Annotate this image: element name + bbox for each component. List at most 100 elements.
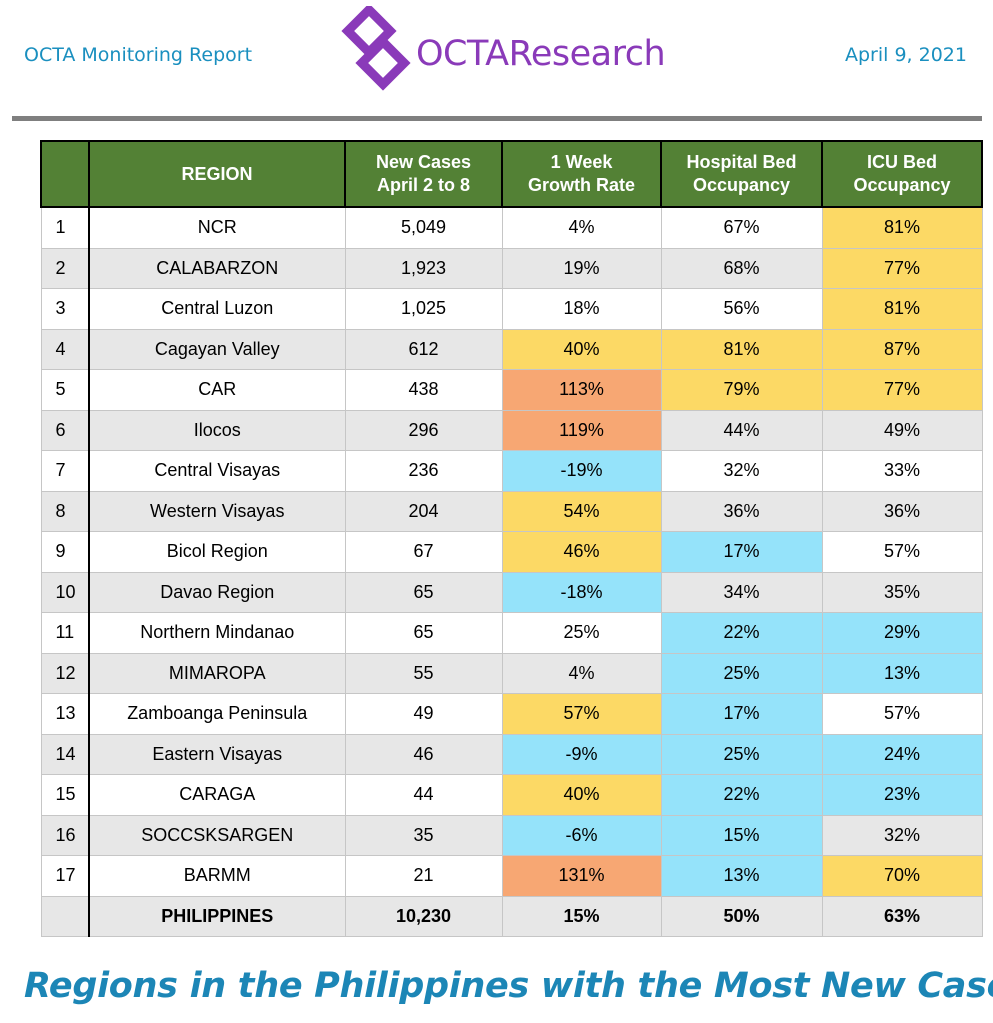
growth-rate-cell: 4%: [501, 206, 662, 249]
hospital-bed-cell: 50%: [660, 895, 823, 937]
region-cell: Davao Region: [88, 571, 346, 613]
region-cell: Eastern Visayas: [88, 733, 346, 775]
region-cell: CARAGA: [88, 774, 346, 816]
hospital-bed-cell: 56%: [660, 288, 823, 330]
rank-cell: 4: [40, 328, 90, 370]
growth-rate-cell: 19%: [501, 247, 662, 289]
page-title: Regions in the Philippines with the Most…: [24, 966, 993, 1006]
hospital-bed-cell: 25%: [660, 652, 823, 694]
rank-cell: 14: [40, 733, 90, 775]
growth-rate-cell: -18%: [501, 571, 662, 613]
icu-bed-cell: 77%: [821, 247, 983, 289]
icu-bed-cell: 49%: [821, 409, 983, 451]
new-cases-cell: 612: [344, 328, 503, 370]
growth-rate-cell: 15%: [501, 895, 662, 937]
growth-rate-cell: 18%: [501, 288, 662, 330]
rank-cell: 9: [40, 531, 90, 573]
octa-research-logo: OCTAResearch: [340, 6, 670, 102]
growth-rate-cell: 25%: [501, 612, 662, 654]
region-cell: Bicol Region: [88, 531, 346, 573]
logo-text: OCTAResearch: [416, 34, 666, 74]
table-row: 5 CAR 438 113% 79% 77%: [40, 369, 983, 411]
table-row: 17 BARMM 21 131% 13% 70%: [40, 855, 983, 897]
new-cases-cell: 10,230: [344, 895, 503, 937]
rank-cell: 11: [40, 612, 90, 654]
region-cell: Central Luzon: [88, 288, 346, 330]
icu-bed-cell: 87%: [821, 328, 983, 370]
header-divider: [12, 116, 982, 121]
icu-bed-cell: 33%: [821, 450, 983, 492]
region-cell: SOCCSKSARGEN: [88, 814, 346, 856]
icu-bed-cell: 29%: [821, 612, 983, 654]
hospital-bed-cell: 67%: [660, 206, 823, 249]
rank-cell: 3: [40, 288, 90, 330]
growth-rate-cell: -19%: [501, 450, 662, 492]
table-row: 3 Central Luzon 1,025 18% 56% 81%: [40, 288, 983, 330]
table-row: 12 MIMAROPA 55 4% 25% 13%: [40, 652, 983, 694]
new-cases-cell: 49: [344, 693, 503, 735]
table-row: 7 Central Visayas 236 -19% 32% 33%: [40, 450, 983, 492]
region-cell: PHILIPPINES: [88, 895, 346, 937]
hospital-bed-cell: 22%: [660, 774, 823, 816]
rank-cell: 8: [40, 490, 90, 532]
hospital-bed-cell: 81%: [660, 328, 823, 370]
hospital-bed-cell: 17%: [660, 531, 823, 573]
region-cell: CAR: [88, 369, 346, 411]
table-row: 15 CARAGA 44 40% 22% 23%: [40, 774, 983, 816]
region-header: REGION: [88, 140, 346, 208]
growth-rate-cell: 57%: [501, 693, 662, 735]
new-cases-cell: 21: [344, 855, 503, 897]
table-row: 4 Cagayan Valley 612 40% 81% 87%: [40, 328, 983, 370]
table-row: 8 Western Visayas 204 54% 36% 36%: [40, 490, 983, 532]
hospital-bed-header: Hospital Bed Occupancy: [660, 140, 823, 208]
icu-bed-cell: 13%: [821, 652, 983, 694]
table-row: 1 NCR 5,049 4% 67% 81%: [40, 206, 983, 249]
icu-bed-cell: 36%: [821, 490, 983, 532]
region-cell: MIMAROPA: [88, 652, 346, 694]
icu-bed-cell: 77%: [821, 369, 983, 411]
new-cases-cell: 236: [344, 450, 503, 492]
new-cases-cell: 35: [344, 814, 503, 856]
total-row: PHILIPPINES 10,230 15% 50% 63%: [40, 895, 983, 937]
region-cell: BARMM: [88, 855, 346, 897]
octa-logo-icon: [341, 6, 411, 91]
hospital-bed-cell: 68%: [660, 247, 823, 289]
rank-header: [40, 140, 90, 208]
table-row: 2 CALABARZON 1,923 19% 68% 77%: [40, 247, 983, 289]
new-cases-header: New Cases April 2 to 8: [344, 140, 503, 208]
region-cell: Western Visayas: [88, 490, 346, 532]
table-row: 13 Zamboanga Peninsula 49 57% 17% 57%: [40, 693, 983, 735]
new-cases-cell: 65: [344, 612, 503, 654]
region-cell: Central Visayas: [88, 450, 346, 492]
icu-bed-cell: 81%: [821, 206, 983, 249]
rank-cell: 10: [40, 571, 90, 613]
growth-rate-cell: 119%: [501, 409, 662, 451]
growth-rate-cell: 113%: [501, 369, 662, 411]
hospital-bed-cell: 32%: [660, 450, 823, 492]
growth-rate-header: 1 Week Growth Rate: [501, 140, 662, 208]
hospital-bed-cell: 25%: [660, 733, 823, 775]
table-row: 10 Davao Region 65 -18% 34% 35%: [40, 571, 983, 613]
table-row: 16 SOCCSKSARGEN 35 -6% 15% 32%: [40, 814, 983, 856]
new-cases-cell: 65: [344, 571, 503, 613]
rank-cell: 13: [40, 693, 90, 735]
new-cases-cell: 1,025: [344, 288, 503, 330]
new-cases-cell: 296: [344, 409, 503, 451]
new-cases-cell: 46: [344, 733, 503, 775]
region-cell: Cagayan Valley: [88, 328, 346, 370]
rank-cell: 6: [40, 409, 90, 451]
rank-cell: 1: [40, 206, 90, 249]
hospital-bed-cell: 36%: [660, 490, 823, 532]
hospital-bed-cell: 44%: [660, 409, 823, 451]
new-cases-cell: 67: [344, 531, 503, 573]
icu-bed-cell: 57%: [821, 693, 983, 735]
icu-bed-cell: 81%: [821, 288, 983, 330]
rank-cell: 2: [40, 247, 90, 289]
hospital-bed-cell: 34%: [660, 571, 823, 613]
table-row: 11 Northern Mindanao 65 25% 22% 29%: [40, 612, 983, 654]
icu-bed-cell: 63%: [821, 895, 983, 937]
icu-bed-cell: 32%: [821, 814, 983, 856]
region-cell: Zamboanga Peninsula: [88, 693, 346, 735]
